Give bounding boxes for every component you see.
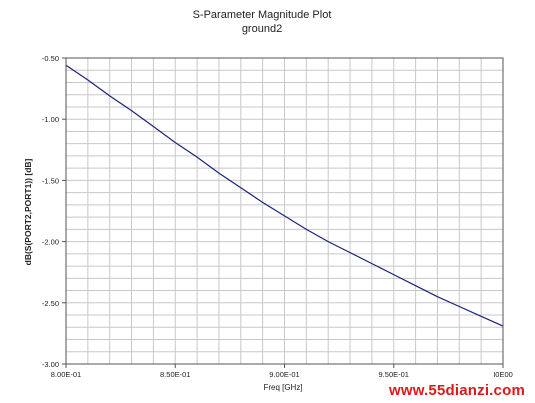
x-tick-label: 8.50E-01 — [160, 370, 190, 379]
x-tick-label: I0E00 — [493, 370, 513, 379]
series-line — [65, 64, 504, 327]
tick-labels: 8.00E-01 8.50E-01 9.00E-01 9.50E-01 I0E00 -0.… — [42, 54, 513, 379]
plot-frame — [65, 57, 504, 365]
y-tick-label: -2.00 — [42, 238, 59, 247]
chart-title: S-Parameter Magnitude Plot — [193, 9, 332, 21]
y-axis-label: dB(S(PORT2,PORT1)) [dB] — [23, 158, 33, 265]
y-tick-label: -2.50 — [42, 299, 59, 308]
x-axis-label: Freq [GHz] — [263, 383, 302, 392]
y-tick-label: -1.50 — [42, 176, 59, 185]
x-tick-label: 8.00E-01 — [51, 370, 81, 379]
x-tick-label: 9.50E-01 — [379, 370, 409, 379]
grid — [66, 58, 503, 364]
y-tick-label: -0.50 — [42, 54, 59, 63]
chart-subtitle: ground2 — [242, 23, 282, 35]
x-tick-label: 9.00E-01 — [269, 370, 299, 379]
y-tick-label: -3.00 — [42, 360, 59, 369]
y-tick-label: -1.00 — [42, 115, 59, 124]
series-layer — [65, 64, 504, 327]
watermark-text: www.55dianzi.com — [388, 382, 525, 399]
